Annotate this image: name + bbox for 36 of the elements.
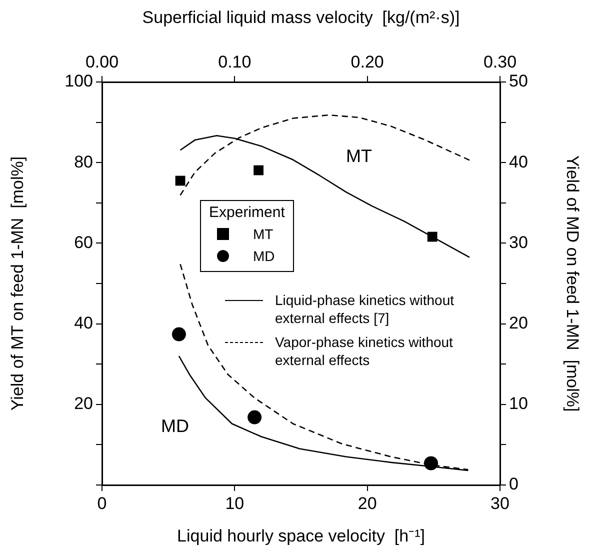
x-tick-label: 20 [358,494,377,513]
y-axis-title: Yield of MT on feed 1-MN [mol%] [8,156,27,411]
x2-tick-label: 0.00 [85,52,119,72]
y2-axis-title: Yield of MD on feed 1-MN [mol%] [563,155,582,412]
legend-label: Vapor-phase kinetics without external effects [275,333,454,369]
x-tick-label: 0 [97,494,107,513]
y-tick-label: 100 [64,72,93,91]
x2-axis-title: Superficial liquid mass velocity [kg/(m²·s)] [142,8,460,27]
x-tick-label: 30 [490,494,510,513]
y-tick-label: 40 [74,313,93,332]
x-tick-label: 10 [225,494,244,513]
y2-tick-label: 40 [509,152,528,172]
legend-title: Experiment [209,204,285,221]
y-tick-label: 80 [74,152,93,172]
x2-tick-label: 0.30 [483,52,517,72]
legend-label: Liquid-phase kinetics without external effects [7] [275,291,455,327]
point [254,165,264,176]
x2-tick-label: 0.10 [218,52,252,72]
x-axis-title: Liquid hourly space velocity [h⁻¹] [177,526,425,546]
point [248,410,262,424]
point [424,456,438,470]
y2-tick-label: 50 [509,72,528,91]
legend-label: MT [253,226,274,242]
annotation: MT [346,146,372,166]
y2-tick-label: 10 [509,394,528,414]
point [427,232,438,242]
y-tick-label: 20 [74,394,93,414]
annotation: MD [161,416,189,436]
y2-tick-label: 30 [509,232,528,252]
y2-tick-label: 20 [509,313,528,332]
y2-tick-label: 0 [509,474,518,494]
x2-tick-label: 0.20 [350,52,384,72]
point [172,327,186,342]
y-tick-label: 60 [74,232,93,252]
point [175,176,186,186]
legend-label: MD [253,248,275,264]
